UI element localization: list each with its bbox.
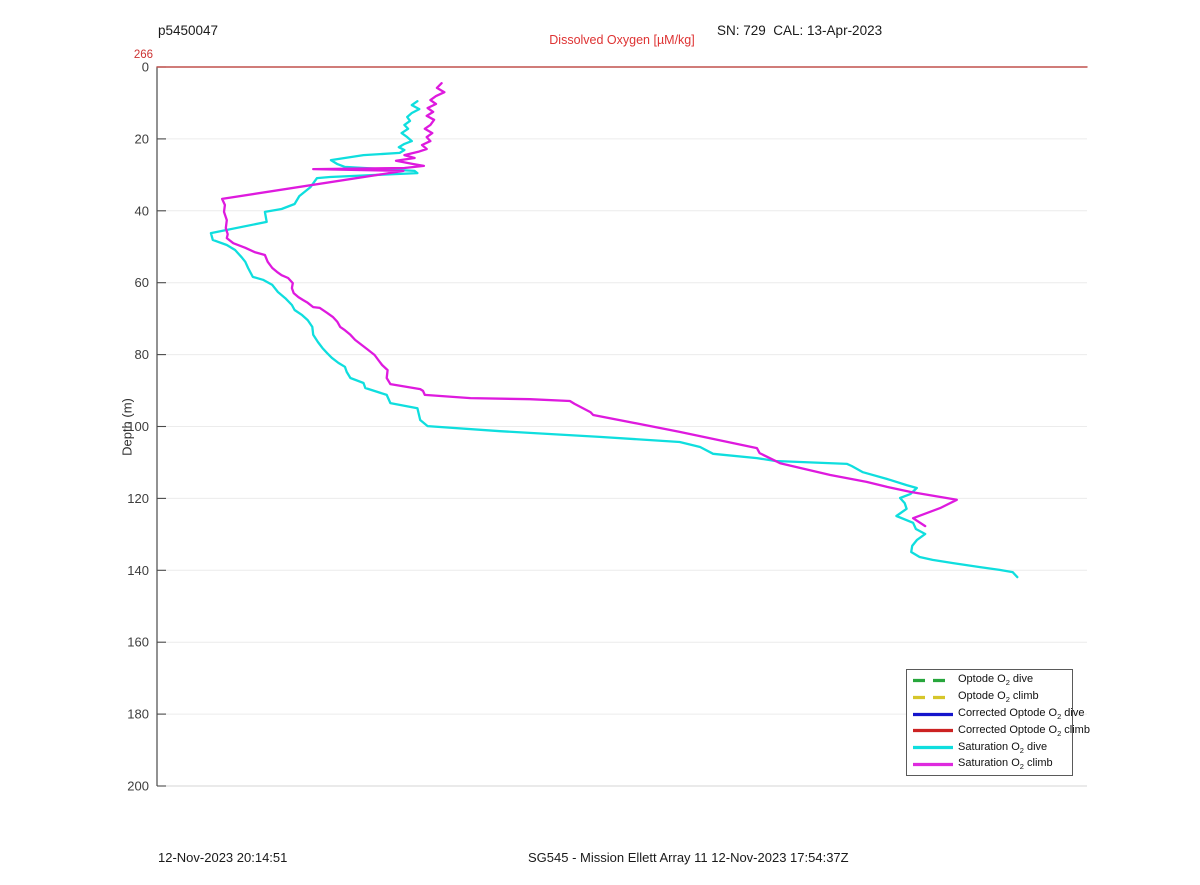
legend-line-sample-corrected-climb (913, 729, 953, 733)
plot-id-label: p5450047 (158, 23, 219, 38)
y-tick-label-160: 160 (127, 635, 149, 650)
y-tick-label-120: 120 (127, 491, 149, 506)
overflow-value-label: 266 (133, 49, 153, 61)
legend-item-corrected-climb: Corrected Optode O2 climb (907, 723, 1090, 738)
sensor-cal-label: SN: 729 CAL: 13-Apr-2023 (717, 23, 883, 38)
y-tick-label-200: 200 (127, 779, 149, 794)
y-tick-label-20: 20 (135, 131, 149, 146)
legend-label: Optode O2 dive (958, 673, 1034, 688)
legend-line-sample-optode-climb (913, 695, 953, 699)
chart-title: Dissolved Oxygen [µM/kg] (549, 33, 695, 47)
y-tick-label-140: 140 (127, 563, 149, 578)
legend-line-sample-saturation-dive (913, 746, 953, 750)
y-tick-label-80: 80 (135, 347, 149, 362)
legend-label: Optode O2 climb (958, 690, 1039, 705)
legend-item-saturation-dive: Saturation O2 dive (907, 740, 1072, 755)
y-tick-label-60: 60 (135, 275, 149, 290)
legend-line-sample-saturation-climb (913, 762, 953, 767)
y-tick-label-40: 40 (135, 203, 149, 218)
legend-item-optode-climb: Optode O2 climb (907, 690, 1072, 705)
legend-item-optode-dive: Optode O2 dive (907, 673, 1072, 688)
legend: Optode O2 dive Optode O2 climb Corrected… (906, 669, 1090, 776)
legend-label: Saturation O2 climb (958, 757, 1053, 772)
legend-line-sample-optode-dive (913, 678, 953, 682)
y-tick-label-180: 180 (127, 707, 149, 722)
legend-label: Corrected Optode O2 climb (958, 723, 1090, 738)
y-tick-label-100: 100 (127, 419, 149, 434)
legend-item-corrected-dive: Corrected Optode O2 dive (907, 707, 1084, 722)
timestamp-label: 12-Nov-2023 20:14:51 (158, 850, 288, 865)
legend-label: Corrected Optode O2 dive (958, 706, 1085, 722)
legend-item-saturation-climb: Saturation O2 climb (907, 757, 1072, 772)
series-saturation-o2-climb (220, 82, 958, 528)
y-tick-label-0: 0 (142, 60, 149, 75)
legend-line-sample-corrected-dive (913, 712, 953, 716)
mission-caption: SG545 - Mission Ellett Array 11 12-Nov-2… (528, 850, 849, 865)
legend-label: Saturation O2 dive (958, 740, 1048, 755)
series-saturation-o2-dive (209, 100, 1019, 579)
